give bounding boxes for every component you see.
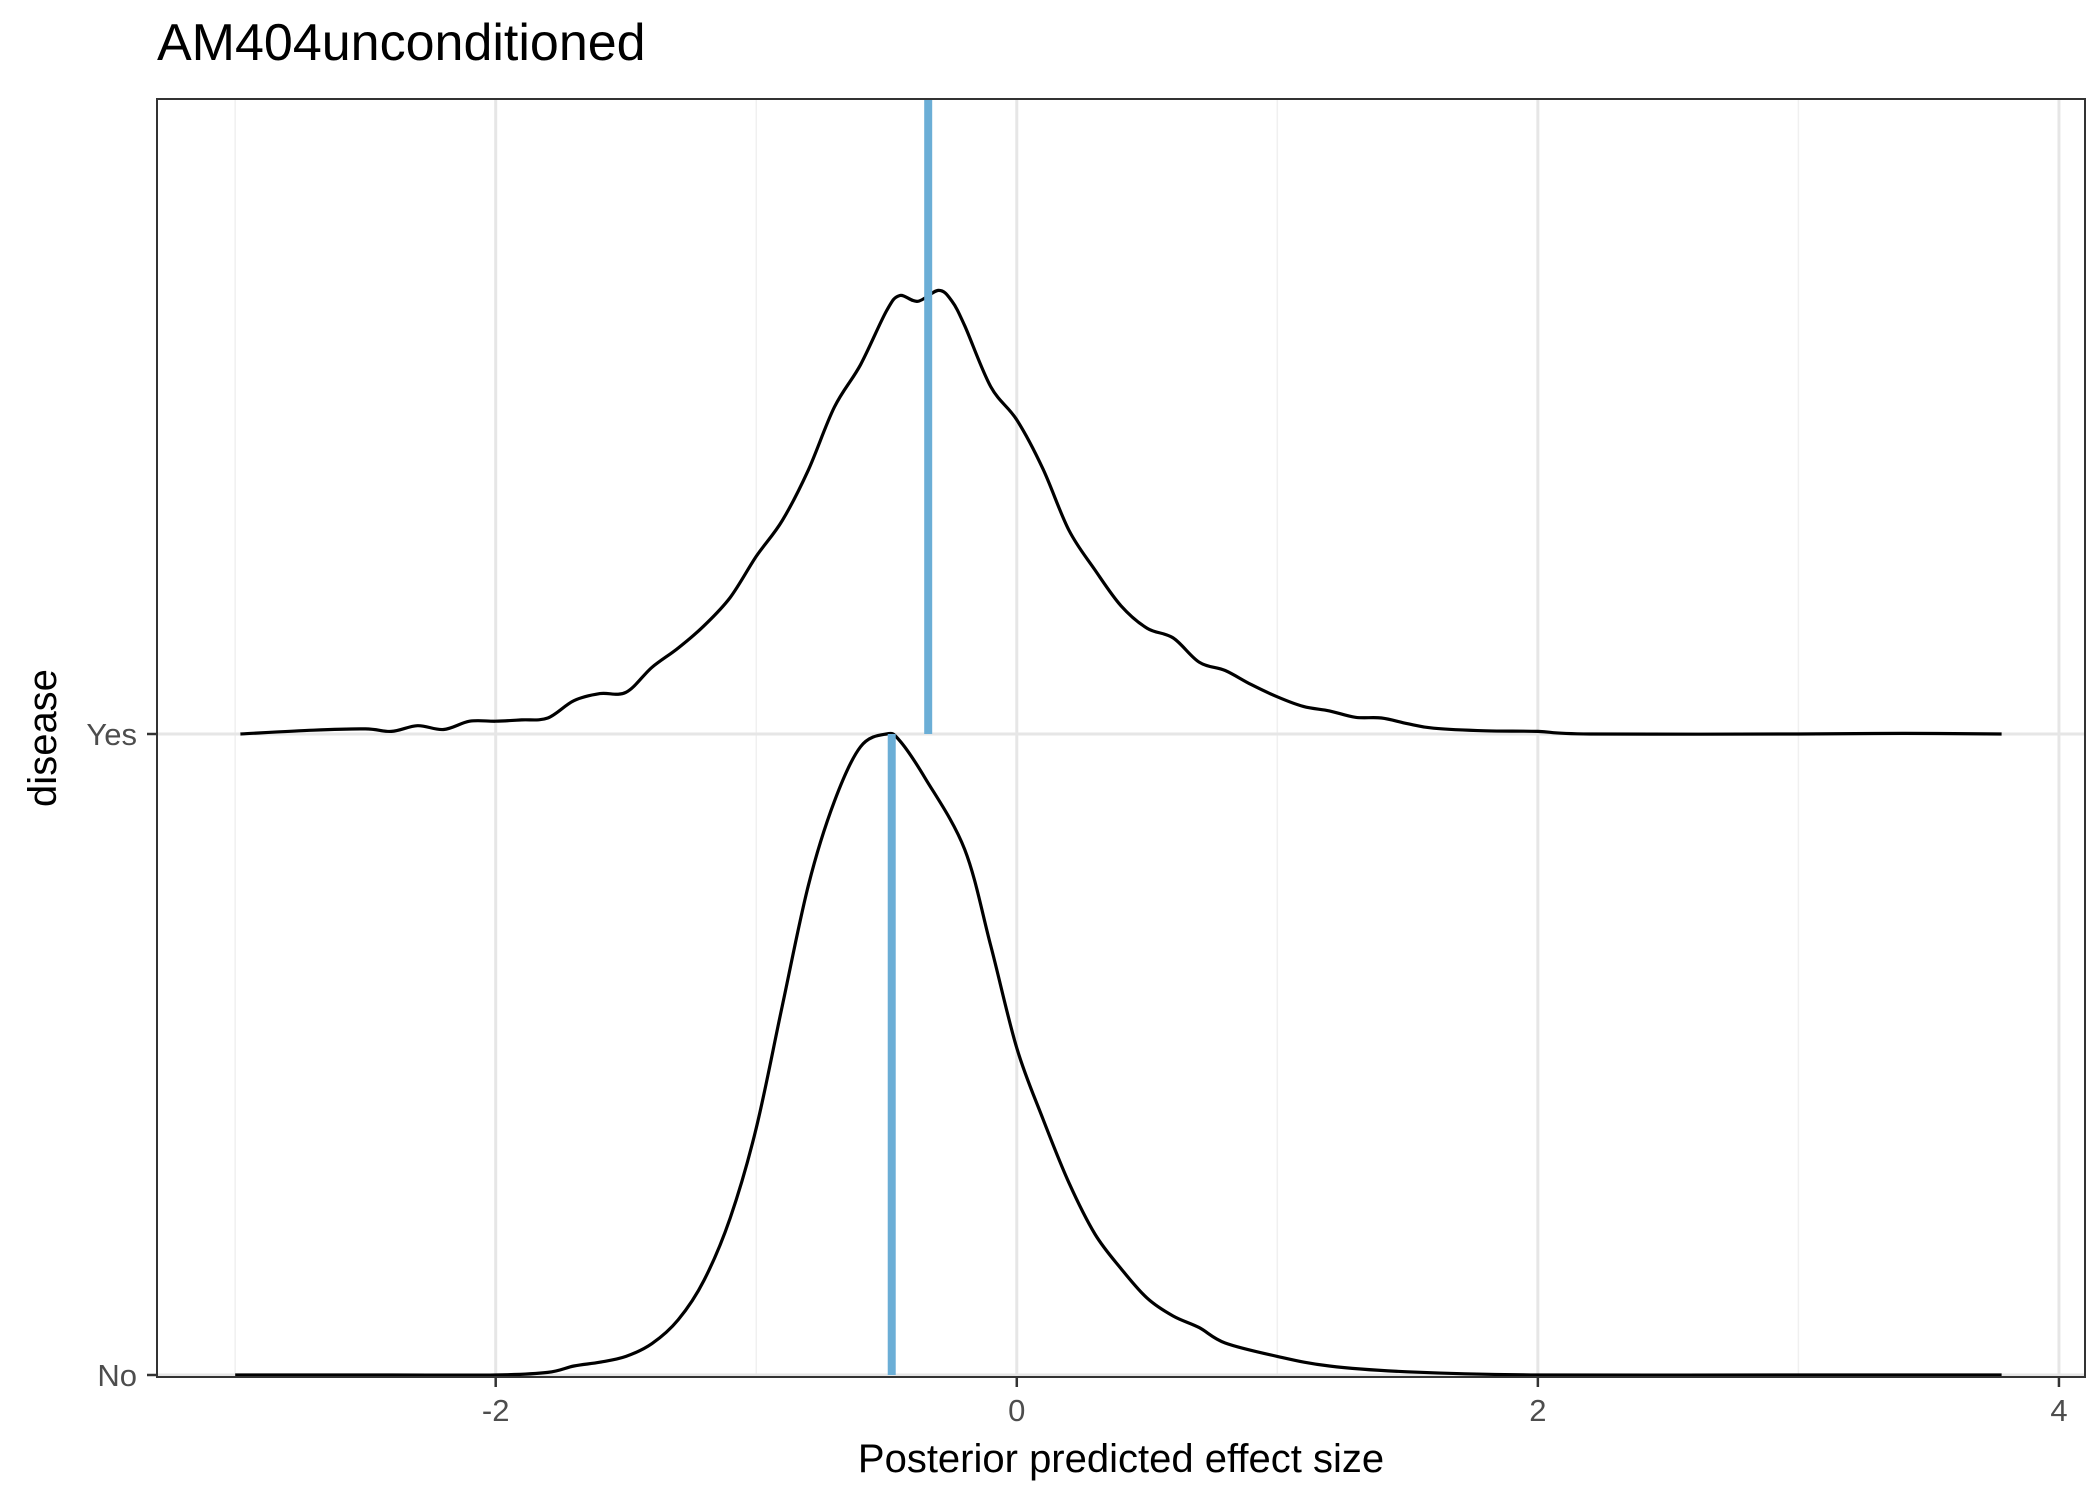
chart-title: AM404unconditioned (157, 14, 646, 72)
y-axis-title: disease (21, 669, 65, 807)
x-tick-label: 4 (2050, 1393, 2067, 1428)
density-layer (235, 288, 2002, 1377)
axis-layer: -2 0 2 4 No Yes (86, 717, 2067, 1428)
x-tick-label: 2 (1529, 1393, 1546, 1428)
panel-border (156, 98, 2086, 1378)
x-axis-title: Posterior predicted effect size (858, 1437, 1384, 1481)
y-tick-label: No (97, 1358, 137, 1393)
density-curve-no (235, 731, 2002, 1377)
x-tick-label: -2 (482, 1393, 510, 1428)
y-tick-label: Yes (86, 717, 137, 752)
mean-line-layer (887, 99, 933, 1375)
density-curve-yes (240, 288, 2002, 736)
x-tick-label: 0 (1008, 1393, 1025, 1428)
